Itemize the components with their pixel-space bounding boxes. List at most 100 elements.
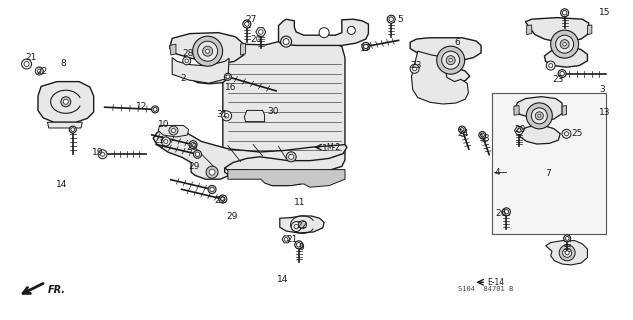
Circle shape [389,17,393,21]
Circle shape [185,59,189,63]
Text: 10: 10 [158,120,170,129]
Circle shape [299,221,306,228]
Circle shape [164,140,168,143]
Text: 23: 23 [153,136,165,145]
Circle shape [458,126,466,133]
Text: 22: 22 [296,221,308,230]
Circle shape [558,69,566,77]
Text: 25: 25 [571,129,582,138]
Text: 16: 16 [225,83,236,92]
Polygon shape [170,44,176,55]
Circle shape [549,64,553,68]
Text: 5: 5 [398,15,403,24]
Polygon shape [562,106,567,115]
Text: 4: 4 [495,168,501,177]
Text: 19: 19 [92,148,103,157]
Text: 26: 26 [495,209,506,218]
Circle shape [161,137,170,146]
Circle shape [563,235,571,242]
Circle shape [536,112,543,120]
Circle shape [364,44,368,49]
Polygon shape [244,110,265,122]
Circle shape [284,237,288,241]
Circle shape [559,245,575,261]
Polygon shape [411,51,468,104]
Text: 30: 30 [267,108,279,116]
Circle shape [517,129,521,132]
Text: 27: 27 [246,15,257,24]
Text: 29: 29 [189,162,200,171]
Circle shape [348,26,355,34]
Circle shape [203,46,213,56]
Circle shape [189,140,197,148]
Circle shape [294,224,298,229]
Polygon shape [256,28,266,36]
Circle shape [560,71,564,76]
Text: 29: 29 [214,196,225,205]
Text: 3: 3 [599,85,605,94]
Circle shape [565,251,569,255]
Text: 24: 24 [457,129,468,138]
Circle shape [71,128,75,132]
Circle shape [283,39,289,44]
Circle shape [563,42,567,46]
Circle shape [480,133,484,137]
Text: 8: 8 [61,60,66,68]
Polygon shape [153,127,347,179]
Circle shape [222,111,232,121]
Circle shape [208,185,216,193]
Circle shape [556,35,573,53]
Circle shape [479,132,486,139]
Circle shape [546,61,555,70]
Bar [492,93,606,234]
Polygon shape [158,125,189,137]
Text: 7: 7 [546,169,551,178]
Polygon shape [587,25,592,35]
Circle shape [196,152,199,156]
Circle shape [151,106,159,113]
Text: 18: 18 [479,134,490,143]
Circle shape [191,142,195,147]
Circle shape [206,166,218,178]
Text: 29: 29 [187,143,198,152]
Circle shape [503,208,510,216]
Text: 31: 31 [216,110,228,119]
Circle shape [446,56,455,65]
Polygon shape [241,43,246,55]
Text: 9: 9 [299,243,304,252]
Circle shape [221,197,225,201]
Circle shape [565,236,569,240]
Polygon shape [38,82,94,122]
Polygon shape [527,25,532,35]
Polygon shape [514,106,519,115]
Text: FR.: FR. [47,284,65,295]
Circle shape [101,152,104,156]
Circle shape [505,210,508,214]
Circle shape [63,99,68,104]
Circle shape [192,36,223,66]
Text: 20: 20 [250,36,261,44]
Text: 21: 21 [286,235,298,244]
Circle shape [562,129,571,138]
Text: S104  84701 B: S104 84701 B [458,286,513,292]
Text: 29: 29 [227,212,238,221]
Text: 14: 14 [56,180,67,189]
Polygon shape [282,236,290,243]
Circle shape [362,42,370,50]
Circle shape [183,57,191,65]
Circle shape [565,132,568,136]
Text: 1: 1 [322,144,327,153]
Circle shape [209,169,215,175]
Circle shape [410,64,419,73]
Circle shape [526,103,553,129]
Circle shape [206,49,210,53]
Polygon shape [47,122,82,128]
Circle shape [219,195,227,203]
Circle shape [98,150,107,159]
Circle shape [24,61,29,67]
Circle shape [22,59,32,69]
Text: 15: 15 [599,8,610,17]
Text: M-2: M-2 [326,143,340,152]
Polygon shape [410,38,481,83]
Circle shape [245,22,249,26]
